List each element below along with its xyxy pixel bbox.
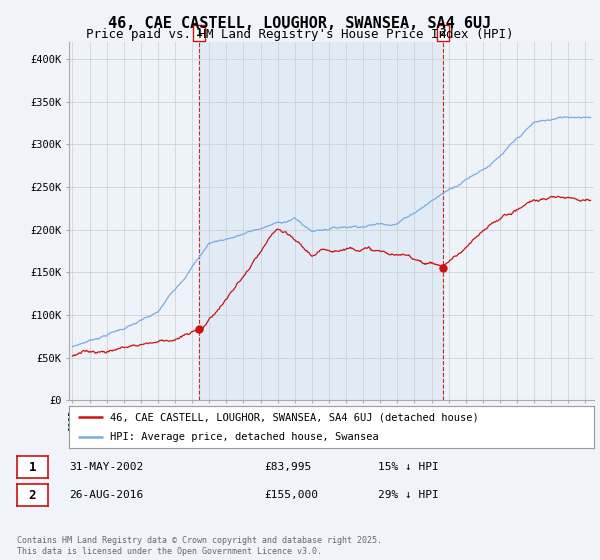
Text: 1: 1	[196, 28, 203, 38]
Text: 15% ↓ HPI: 15% ↓ HPI	[378, 462, 439, 472]
Text: 46, CAE CASTELL, LOUGHOR, SWANSEA, SA4 6UJ (detached house): 46, CAE CASTELL, LOUGHOR, SWANSEA, SA4 6…	[110, 412, 479, 422]
Bar	[199, 42, 443, 400]
Text: 2: 2	[439, 28, 446, 38]
Text: 31-MAY-2002: 31-MAY-2002	[69, 462, 143, 472]
Text: £155,000: £155,000	[264, 490, 318, 500]
Text: 29% ↓ HPI: 29% ↓ HPI	[378, 490, 439, 500]
Text: 1: 1	[29, 460, 36, 474]
Text: Price paid vs. HM Land Registry's House Price Index (HPI): Price paid vs. HM Land Registry's House …	[86, 28, 514, 41]
Text: 26-AUG-2016: 26-AUG-2016	[69, 490, 143, 500]
Text: Contains HM Land Registry data © Crown copyright and database right 2025.
This d: Contains HM Land Registry data © Crown c…	[17, 536, 382, 556]
Text: 46, CAE CASTELL, LOUGHOR, SWANSEA, SA4 6UJ: 46, CAE CASTELL, LOUGHOR, SWANSEA, SA4 6…	[109, 16, 491, 31]
Text: HPI: Average price, detached house, Swansea: HPI: Average price, detached house, Swan…	[110, 432, 379, 442]
Text: £83,995: £83,995	[264, 462, 311, 472]
Text: 2: 2	[29, 488, 36, 502]
